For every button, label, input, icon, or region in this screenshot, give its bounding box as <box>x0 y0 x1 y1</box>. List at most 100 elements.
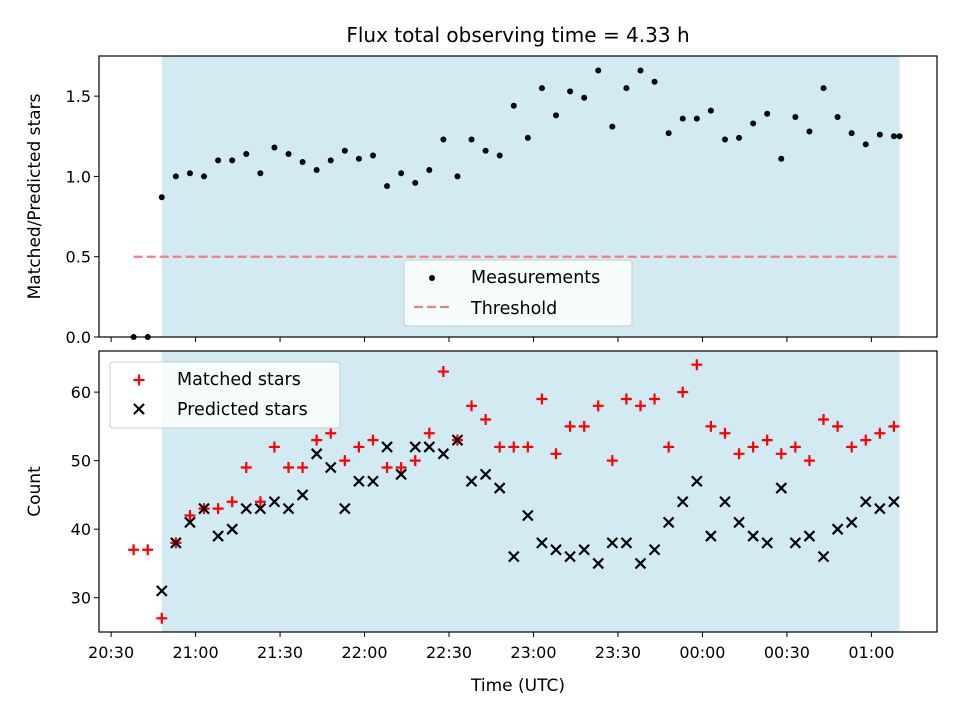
data-point <box>311 434 323 446</box>
y-tick-label: 1.5 <box>66 87 91 106</box>
data-point <box>750 120 757 127</box>
data-point <box>817 550 830 563</box>
legend-marker-measurements <box>429 275 435 281</box>
data-point <box>409 455 421 467</box>
data-point <box>184 516 196 529</box>
data-point <box>254 502 267 515</box>
data-point <box>581 94 588 101</box>
x-tick-label: 23:30 <box>595 643 641 662</box>
legend-box <box>109 361 341 429</box>
data-point <box>299 158 306 165</box>
data-point <box>296 489 309 501</box>
legend-label: Measurements <box>471 268 600 288</box>
data-point <box>198 502 210 515</box>
data-point <box>226 523 238 535</box>
legend: Matched stars Predicted stars <box>109 361 341 429</box>
data-point <box>465 475 478 487</box>
data-point <box>676 496 689 508</box>
legend-marker-predicted <box>133 403 145 415</box>
y-axis-label: Matched/Predicted stars <box>25 93 45 299</box>
panel-2: 30 40 50 60 20:30 21:00 21:30 22:00 22:30 23:00 23… <box>25 350 938 662</box>
series-matched-stars <box>128 359 900 624</box>
data-point <box>890 133 897 140</box>
data-point <box>634 557 647 570</box>
data-point <box>806 128 813 135</box>
data-point <box>440 136 447 143</box>
x-axis-label: Time (UTC) <box>470 676 565 696</box>
data-point <box>691 359 703 371</box>
data-point <box>620 393 632 405</box>
data-point <box>494 441 506 453</box>
data-point <box>341 147 348 154</box>
x-tick-label: 01:00 <box>848 643 894 662</box>
data-point <box>355 155 362 162</box>
data-point <box>747 530 759 542</box>
legend-box <box>403 259 633 327</box>
data-point <box>578 420 590 432</box>
data-point <box>792 114 799 121</box>
data-point <box>240 462 252 474</box>
data-point <box>423 427 435 439</box>
y-tick-label: 40 <box>71 520 91 539</box>
panel-1: 0.0 0.5 1.0 1.5 Matched/Predicted stars Measu… <box>25 55 938 347</box>
data-point <box>761 537 773 549</box>
data-point <box>522 441 534 453</box>
data-point <box>339 455 351 467</box>
data-point <box>564 420 576 432</box>
data-point <box>324 461 337 474</box>
y-axis-label: Count <box>25 466 45 517</box>
y-tick-label: 0.5 <box>66 248 91 267</box>
data-point <box>691 475 703 487</box>
data-point <box>860 434 872 446</box>
series-measurements <box>130 67 903 340</box>
data-point <box>381 441 393 453</box>
data-point <box>212 503 224 515</box>
data-point <box>775 448 787 460</box>
data-point <box>398 170 405 177</box>
data-point <box>325 427 337 439</box>
data-point <box>831 523 844 535</box>
data-point <box>846 441 858 453</box>
data-point <box>634 400 646 412</box>
y-tick-label: 50 <box>71 452 91 471</box>
y-tick-label: 60 <box>71 383 91 402</box>
data-point <box>719 427 731 439</box>
data-point <box>606 537 619 549</box>
data-point <box>665 130 672 137</box>
data-point <box>240 502 253 515</box>
data-point <box>454 173 461 180</box>
data-point <box>876 131 883 138</box>
data-point <box>507 550 520 563</box>
data-point <box>845 516 858 529</box>
data-point <box>522 509 534 522</box>
data-point <box>609 123 616 130</box>
data-point <box>721 136 728 143</box>
data-point <box>592 400 604 412</box>
legend-label: Matched stars <box>177 370 301 390</box>
data-point <box>862 141 869 148</box>
data-point <box>226 496 238 508</box>
data-point <box>186 170 193 177</box>
data-point <box>508 441 520 453</box>
data-point <box>156 612 168 624</box>
data-point <box>283 462 295 474</box>
data-point <box>353 441 365 453</box>
data-point <box>381 462 393 474</box>
data-point <box>747 441 759 453</box>
y-tick-label: 0.0 <box>66 328 91 347</box>
data-point <box>663 441 675 453</box>
data-point <box>679 115 686 122</box>
data-point <box>184 509 196 521</box>
data-point <box>761 434 773 446</box>
data-point <box>412 179 419 186</box>
data-point <box>623 85 630 92</box>
data-point <box>479 468 492 481</box>
data-point <box>384 183 391 190</box>
data-point <box>834 114 841 121</box>
data-point <box>353 475 365 487</box>
data-point <box>480 414 492 426</box>
data-point <box>693 115 700 122</box>
data-point <box>637 67 644 74</box>
data-point <box>848 130 855 137</box>
